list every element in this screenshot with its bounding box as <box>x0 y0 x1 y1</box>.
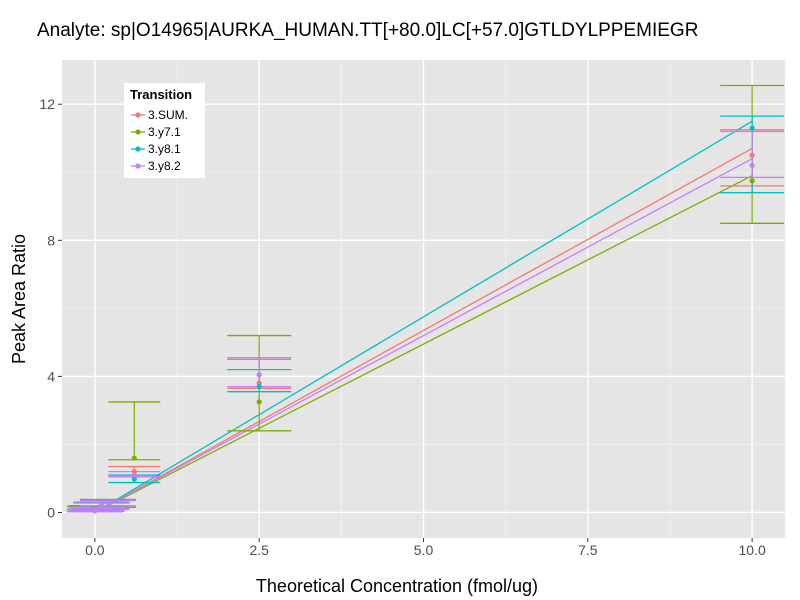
x-tick-label: 5.0 <box>414 542 434 558</box>
legend-label: 3.y8.1 <box>148 142 181 156</box>
data-point <box>749 178 755 184</box>
legend-label: 3.SUM. <box>148 108 188 122</box>
x-tick-label: 0.0 <box>85 542 105 558</box>
legend-key-point <box>135 146 141 152</box>
y-axis: 0 4 8 12 <box>39 96 62 520</box>
chart-title: Analyte: sp|O14965|AURKA_HUMAN.TT[+80.0]… <box>37 20 698 41</box>
data-point <box>131 455 137 461</box>
y-tick-label: 12 <box>39 96 55 112</box>
data-point <box>93 506 100 512</box>
data-point <box>256 399 262 405</box>
x-tick-label: 2.5 <box>249 542 269 558</box>
data-point <box>749 162 755 169</box>
data-point <box>105 499 111 505</box>
legend: Transition 3.SUM. 3.y7.1 3.y8.1 3.y8.2 <box>124 83 205 178</box>
y-tick-label: 8 <box>47 232 55 248</box>
x-tick-label: 10.0 <box>739 542 766 558</box>
data-point <box>131 472 137 478</box>
y-tick-label: 0 <box>47 504 55 520</box>
legend-key-point <box>135 129 141 135</box>
legend-title: Transition <box>130 87 192 102</box>
data-point <box>256 372 262 378</box>
data-point <box>749 125 755 131</box>
y-tick-label: 4 <box>47 368 55 384</box>
data-point <box>98 503 105 509</box>
fit-lines <box>94 120 753 514</box>
legend-items: 3.SUM. 3.y7.1 3.y8.1 3.y8.2 <box>131 108 188 173</box>
x-axis: 0.0 2.5 5.0 7.5 10.0 <box>85 538 766 558</box>
legend-key-point <box>135 112 141 118</box>
data-point <box>131 476 137 482</box>
data-point <box>256 384 262 390</box>
x-axis-label: Theoretical Concentration (fmol/ug) <box>256 576 538 596</box>
fit-line <box>94 147 753 514</box>
fit-line <box>94 158 753 514</box>
x-tick-label: 7.5 <box>578 542 598 558</box>
legend-key-point <box>135 163 141 169</box>
fit-line <box>94 120 753 514</box>
data-points <box>92 125 755 514</box>
data-point <box>749 152 755 158</box>
legend-label: 3.y7.1 <box>148 125 181 139</box>
legend-label: 3.y8.2 <box>148 159 181 173</box>
fit-line <box>94 175 753 514</box>
y-axis-label: Peak Area Ratio <box>9 234 29 364</box>
